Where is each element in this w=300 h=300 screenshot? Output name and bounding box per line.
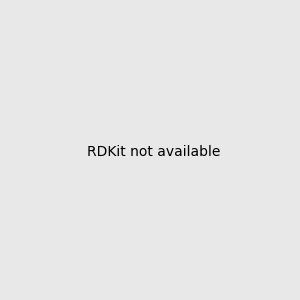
Text: RDKit not available: RDKit not available — [87, 145, 220, 158]
